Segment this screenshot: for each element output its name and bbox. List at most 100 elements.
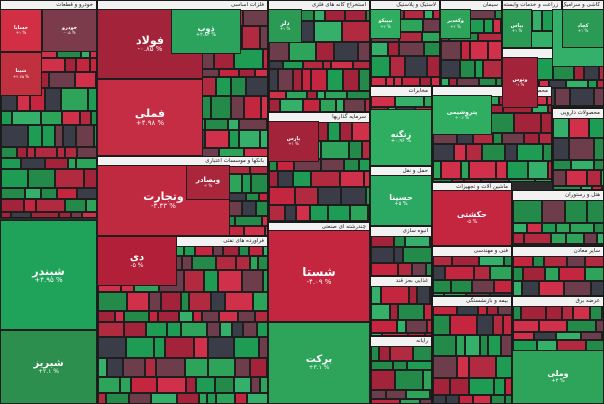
minor-stock-tile[interactable]: [533, 256, 544, 267]
minor-stock-tile[interactable]: [269, 171, 278, 187]
minor-stock-tile[interactable]: [513, 233, 524, 244]
minor-stock-tile[interactable]: [553, 170, 566, 186]
minor-stock-tile[interactable]: [433, 335, 456, 356]
minor-stock-tile[interactable]: [246, 193, 259, 201]
minor-stock-tile[interactable]: [513, 200, 542, 223]
minor-stock-tile[interactable]: [394, 247, 403, 263]
minor-stock-tile[interactable]: [124, 311, 149, 322]
minor-stock-tile[interactable]: [158, 311, 179, 322]
minor-stock-tile[interactable]: [280, 99, 303, 111]
minor-stock-tile[interactable]: [216, 393, 235, 403]
minor-stock-tile[interactable]: [181, 322, 207, 337]
minor-stock-tile[interactable]: [65, 199, 86, 212]
minor-stock-tile[interactable]: [340, 122, 352, 141]
minor-stock-tile[interactable]: [457, 306, 478, 315]
minor-stock-tile[interactable]: [258, 256, 267, 270]
minor-stock-tile[interactable]: [505, 144, 517, 161]
minor-stock-tile[interactable]: [156, 358, 185, 377]
minor-stock-tile[interactable]: [407, 361, 431, 370]
minor-stock-tile[interactable]: [423, 370, 431, 390]
minor-stock-tile[interactable]: [539, 320, 567, 332]
minor-stock-tile[interactable]: [388, 42, 399, 56]
minor-stock-tile[interactable]: [1, 147, 17, 158]
minor-stock-tile[interactable]: [390, 56, 405, 77]
minor-stock-tile[interactable]: [371, 247, 394, 263]
minor-stock-tile[interactable]: [379, 346, 390, 361]
minor-stock-tile[interactable]: [302, 69, 311, 91]
minor-stock-tile[interactable]: [211, 292, 225, 311]
minor-stock-tile[interactable]: [234, 377, 251, 393]
minor-stock-tile[interactable]: [469, 378, 494, 395]
minor-stock-tile[interactable]: [340, 171, 364, 187]
minor-stock-tile[interactable]: [570, 88, 594, 106]
minor-stock-tile[interactable]: [344, 159, 359, 171]
minor-stock-tile[interactable]: [406, 320, 427, 333]
minor-stock-tile[interactable]: [590, 306, 602, 320]
minor-stock-tile[interactable]: [544, 256, 567, 267]
minor-stock-tile[interactable]: [325, 10, 345, 21]
minor-stock-tile[interactable]: [325, 91, 347, 99]
minor-stock-tile[interactable]: [328, 205, 350, 221]
minor-stock-tile[interactable]: [371, 286, 381, 304]
stock-tile[interactable]: شبندر +۴.۹۵ %: [0, 220, 97, 330]
minor-stock-tile[interactable]: [601, 170, 603, 186]
minor-stock-tile[interactable]: [215, 377, 234, 393]
minor-stock-tile[interactable]: [199, 393, 207, 403]
stock-tile[interactable]: وکغدیر +۲ %: [440, 9, 471, 39]
stock-tile[interactable]: وتجارت -۳.۴۳ %: [97, 165, 230, 236]
minor-stock-tile[interactable]: [343, 69, 359, 91]
minor-stock-tile[interactable]: [189, 292, 211, 311]
minor-stock-tile[interactable]: [242, 26, 260, 49]
minor-stock-tile[interactable]: [231, 96, 244, 119]
minor-stock-tile[interactable]: [193, 311, 202, 322]
minor-stock-tile[interactable]: [207, 393, 216, 403]
minor-stock-tile[interactable]: [88, 88, 96, 111]
minor-stock-tile[interactable]: [470, 41, 488, 60]
minor-stock-tile[interactable]: [422, 32, 439, 42]
minor-stock-tile[interactable]: [513, 267, 523, 281]
minor-stock-tile[interactable]: [491, 395, 505, 403]
minor-stock-tile[interactable]: [465, 335, 480, 356]
minor-stock-tile[interactable]: [341, 187, 366, 205]
minor-stock-tile[interactable]: [182, 256, 192, 270]
minor-stock-tile[interactable]: [269, 42, 289, 61]
minor-stock-tile[interactable]: [371, 333, 382, 335]
minor-stock-tile[interactable]: [234, 49, 263, 69]
minor-stock-tile[interactable]: [1, 199, 24, 212]
minor-stock-tile[interactable]: [426, 263, 431, 275]
minor-stock-tile[interactable]: [594, 88, 603, 106]
stock-tile[interactable]: شبریز +۲.۱ %: [0, 330, 97, 404]
minor-stock-tile[interactable]: [220, 322, 232, 337]
stock-tile[interactable]: وتوس -۱ %: [502, 57, 538, 108]
minor-stock-tile[interactable]: [452, 179, 464, 181]
minor-stock-tile[interactable]: [483, 60, 501, 78]
minor-stock-tile[interactable]: [501, 335, 511, 356]
minor-stock-tile[interactable]: [496, 78, 501, 85]
minor-stock-tile[interactable]: [45, 158, 68, 169]
minor-stock-tile[interactable]: [393, 361, 407, 370]
minor-stock-tile[interactable]: [495, 10, 501, 19]
minor-stock-tile[interactable]: [587, 200, 603, 223]
minor-stock-tile[interactable]: [327, 69, 343, 91]
minor-stock-tile[interactable]: [424, 10, 433, 19]
minor-stock-tile[interactable]: [229, 166, 250, 174]
minor-stock-tile[interactable]: [35, 147, 57, 158]
minor-stock-tile[interactable]: [307, 91, 317, 99]
minor-stock-tile[interactable]: [571, 160, 594, 170]
minor-stock-tile[interactable]: [106, 393, 129, 403]
minor-stock-tile[interactable]: [524, 233, 551, 244]
minor-stock-tile[interactable]: [269, 205, 285, 221]
minor-stock-tile[interactable]: [487, 306, 498, 315]
minor-stock-tile[interactable]: [194, 337, 208, 358]
minor-stock-tile[interactable]: [427, 320, 431, 333]
minor-stock-tile[interactable]: [475, 60, 483, 78]
minor-stock-tile[interactable]: [473, 395, 491, 403]
stock-tile[interactable]: شستا -۴.۰۹ %: [268, 230, 370, 322]
minor-stock-tile[interactable]: [433, 280, 451, 293]
minor-stock-tile[interactable]: [314, 10, 325, 21]
minor-stock-tile[interactable]: [474, 266, 490, 280]
minor-stock-tile[interactable]: [565, 200, 587, 223]
minor-stock-tile[interactable]: [503, 315, 511, 335]
minor-stock-tile[interactable]: [239, 69, 255, 77]
stock-tile[interactable]: خساپا +۱ %: [0, 9, 42, 52]
